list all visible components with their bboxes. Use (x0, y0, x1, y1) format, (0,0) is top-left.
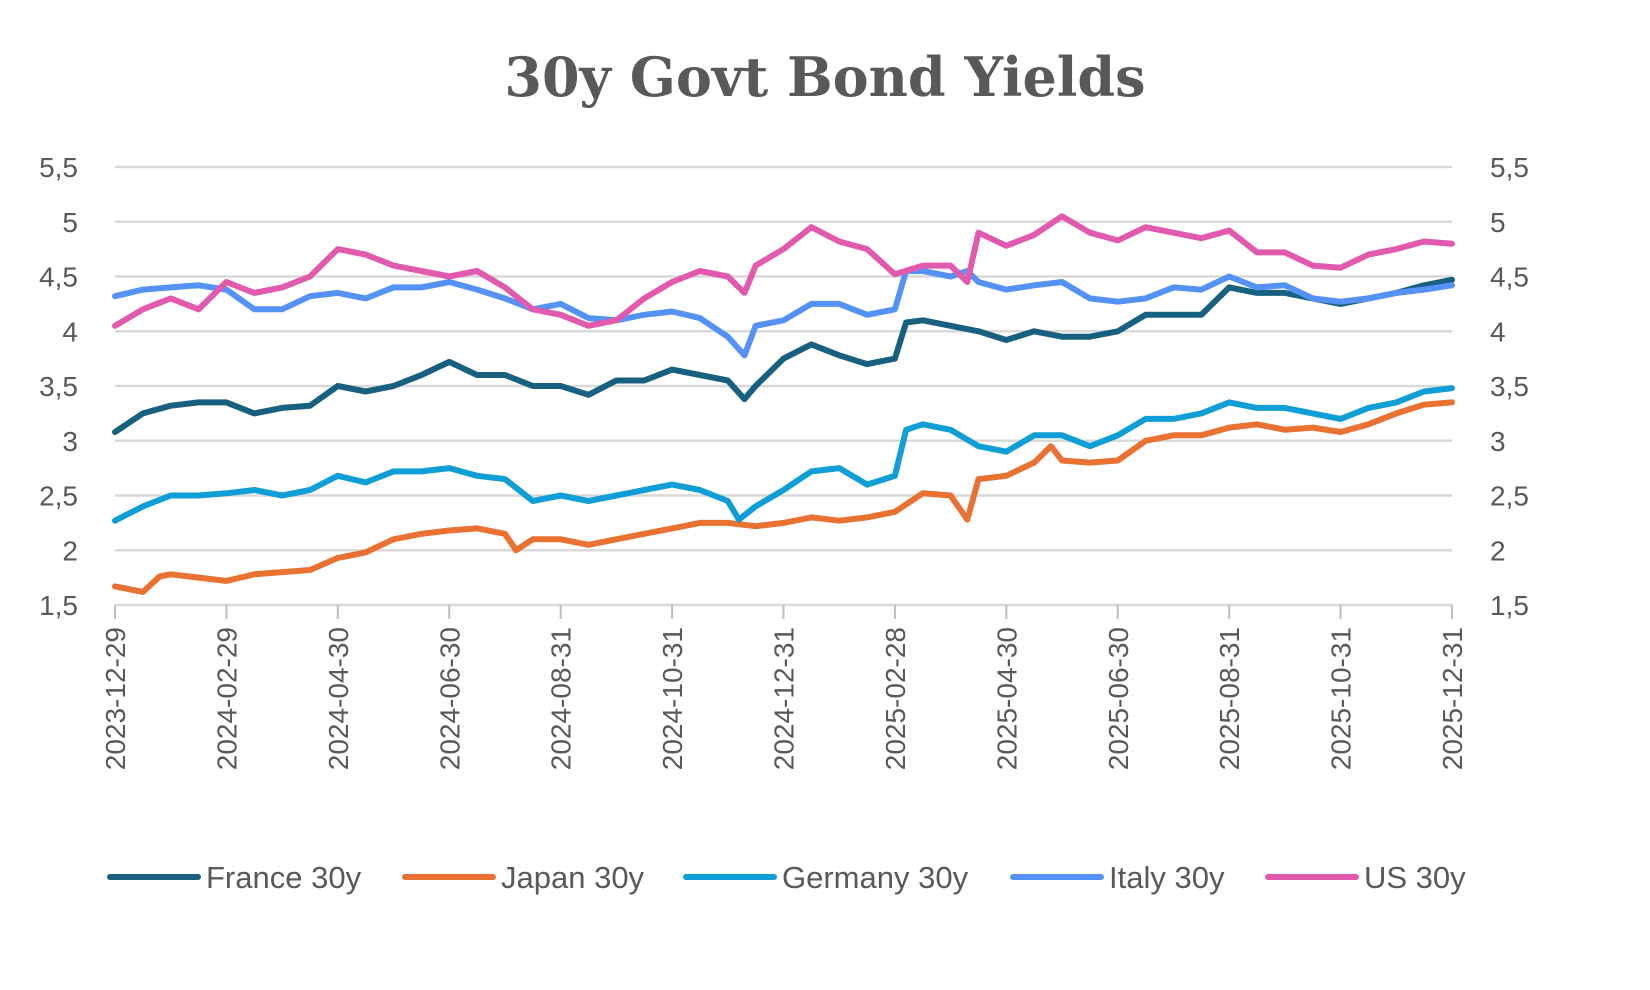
y-tick-label-right: 1,5 (1490, 590, 1529, 621)
gridlines (115, 165, 1452, 607)
y-axis-left: 1,5 2 2,5 3 3,5 4 4,5 5 5,5 (39, 152, 78, 621)
y-tick-label-right: 2 (1490, 535, 1506, 566)
legend-label: US 30y (1364, 860, 1466, 895)
y-tick-label-right: 2,5 (1490, 481, 1529, 512)
legend-item[interactable]: France 30y (107, 860, 362, 895)
series-line-germany-30y (112, 385, 1455, 524)
legend-item[interactable]: US 30y (1265, 860, 1466, 895)
legend: France 30y Japan 30y Germany 30y Italy 30y U… (107, 860, 1466, 895)
x-axis: 2023-12-29 2024-02-29 2024-04-30 2024-06-30… (100, 605, 1468, 770)
y-tick-label-left: 3 (62, 426, 78, 457)
series-lines (112, 213, 1455, 595)
x-tick-label: 2024-12-31 (769, 627, 800, 770)
legend-item[interactable]: Italy 30y (1010, 860, 1225, 895)
legend-label: Italy 30y (1109, 860, 1225, 895)
y-tick-label-right: 3,5 (1490, 371, 1529, 402)
x-tick-label: 2025-04-30 (991, 627, 1022, 770)
y-tick-label-right: 5 (1490, 207, 1506, 238)
y-tick-label-right: 4 (1490, 316, 1506, 347)
x-tick-label: 2024-06-30 (434, 627, 465, 770)
x-tick-label: 2025-06-30 (1103, 627, 1134, 770)
y-axis-right: 1,5 2 2,5 3 3,5 4 4,5 5 5,5 (1490, 152, 1529, 621)
x-tick-label: 2024-10-31 (657, 627, 688, 770)
chart-title: 30y Govt Bond Yields (504, 45, 1145, 109)
legend-label: France 30y (206, 860, 362, 895)
series-line-italy-30y (112, 268, 1455, 359)
x-tick-label: 2024-02-29 (211, 627, 242, 770)
x-tick-label: 2025-12-31 (1437, 627, 1468, 770)
series-line-france-30y (112, 276, 1455, 435)
x-tick-label: 2023-12-29 (100, 627, 131, 770)
legend-label: Japan 30y (501, 860, 645, 895)
y-tick-label-left: 1,5 (39, 590, 78, 621)
series-line-us-30y (112, 213, 1455, 329)
y-tick-label-left: 4 (62, 316, 78, 347)
y-tick-label-left: 5 (62, 207, 78, 238)
legend-item[interactable]: Germany 30y (683, 860, 969, 895)
y-tick-label-left: 2,5 (39, 481, 78, 512)
y-tick-label-right: 3 (1490, 426, 1506, 457)
y-tick-label-left: 4,5 (39, 262, 78, 293)
legend-label: Germany 30y (782, 860, 969, 895)
x-tick-label: 2025-10-31 (1326, 627, 1357, 770)
x-tick-label: 2024-08-31 (546, 627, 577, 770)
y-tick-label-left: 3,5 (39, 371, 78, 402)
y-tick-label-left: 2 (62, 535, 78, 566)
x-tick-label: 2025-08-31 (1214, 627, 1245, 770)
x-tick-label: 2025-02-28 (880, 627, 911, 770)
legend-item[interactable]: Japan 30y (402, 860, 645, 895)
x-tick-label: 2024-04-30 (323, 627, 354, 770)
y-tick-label-right: 4,5 (1490, 262, 1529, 293)
y-tick-label-left: 5,5 (39, 152, 78, 183)
y-tick-label-right: 5,5 (1490, 152, 1529, 183)
series-line-japan-30y (112, 399, 1455, 595)
